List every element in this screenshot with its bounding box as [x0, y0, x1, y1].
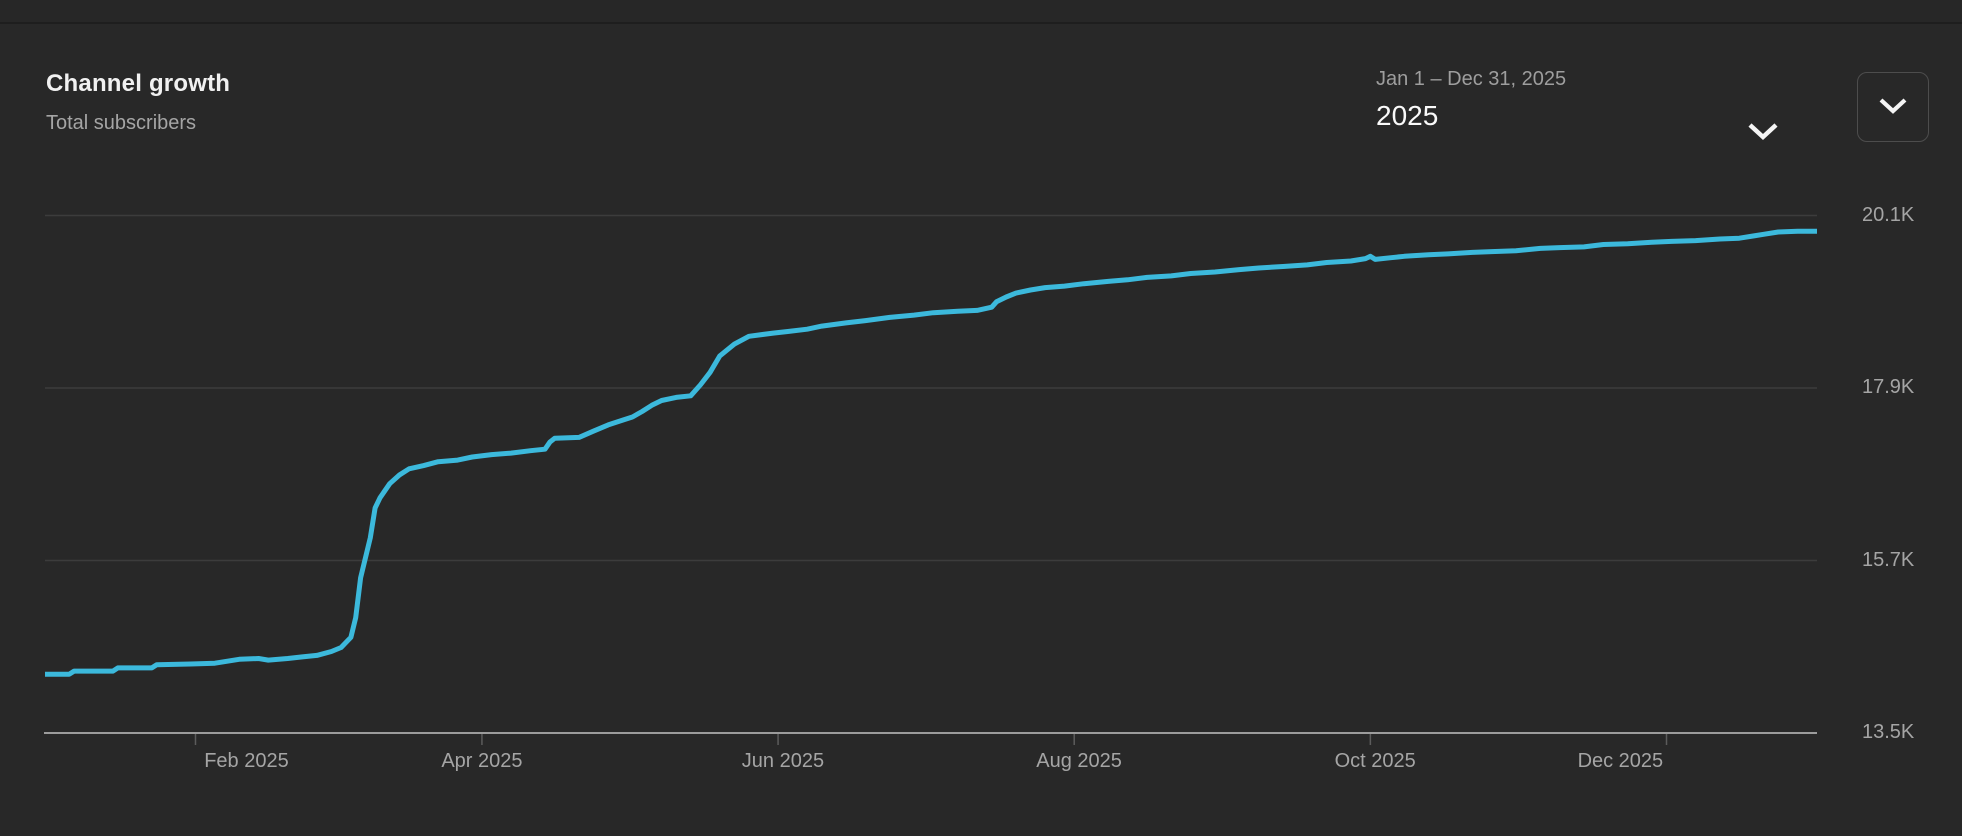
x-axis-label: Feb 2025 — [204, 750, 289, 772]
collapse-card-button[interactable] — [1857, 72, 1929, 142]
y-axis-label: 20.1K — [1862, 203, 1915, 226]
chevron-down-icon — [1878, 97, 1908, 118]
chart-canvas — [44, 214, 1817, 745]
subscribers-line[interactable] — [45, 228, 1817, 677]
chevron-down-icon[interactable] — [1747, 122, 1779, 147]
y-axis-label: 13.5K — [1862, 721, 1915, 743]
y-axis-label: 15.7K — [1862, 548, 1915, 571]
page-top-divider — [0, 0, 1962, 24]
x-axis-label: Aug 2025 — [1036, 750, 1122, 772]
x-axis-label: Apr 2025 — [441, 750, 523, 772]
date-range-selector[interactable]: Jan 1 – Dec 31, 2025 2025 — [1360, 60, 1800, 141]
subscribers-chart[interactable]: 20.1K 17.9K 15.7K 13.5K Feb 2025 Apr 2025 Jun … — [0, 24, 1962, 836]
date-range-value: 2025 — [1376, 100, 1439, 131]
date-range-label: Jan 1 – Dec 31, 2025 — [1376, 68, 1567, 90]
x-axis-label: Dec 2025 — [1577, 750, 1664, 772]
channel-growth-card: Channel growth Total subscribers Jan 1 –… — [0, 24, 1962, 836]
x-axis-label: Jun 2025 — [741, 750, 825, 772]
page-title: Channel growth — [46, 70, 231, 97]
x-axis-label: Oct 2025 — [1334, 750, 1416, 772]
y-axis-label: 17.9K — [1862, 376, 1915, 398]
chart-subtitle: Total subscribers — [46, 112, 197, 134]
